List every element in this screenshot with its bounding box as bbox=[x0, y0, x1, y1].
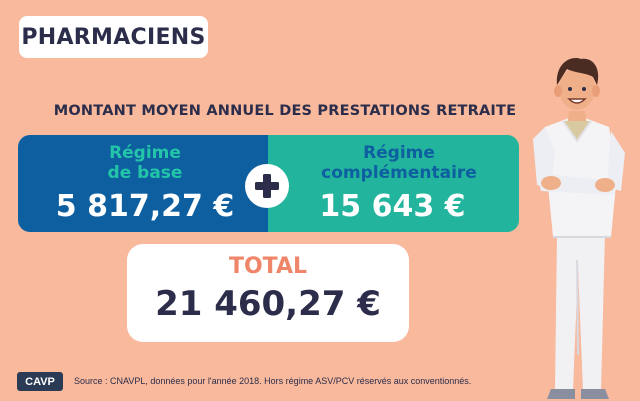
source-note: Source : CNAVPL, données pour l'année 20… bbox=[74, 376, 472, 386]
pharmacist-illustration bbox=[533, 58, 625, 399]
plus-icon bbox=[245, 164, 289, 208]
cavp-logo-text: CAVP bbox=[25, 375, 55, 388]
regime-complementaire-label-line1: Régime bbox=[363, 143, 435, 163]
total-box bbox=[127, 244, 409, 342]
regime-complementaire-box bbox=[268, 135, 519, 232]
regime-base-label: Régime de base bbox=[75, 143, 215, 183]
regime-base-label-line1: Régime bbox=[109, 143, 181, 163]
regime-complementaire-label-line2: complémentaire bbox=[321, 163, 477, 183]
total-amount: 21 460,27 € bbox=[155, 284, 381, 324]
profession-badge: PHARMACIENS bbox=[19, 16, 208, 58]
profession-title: PHARMACIENS bbox=[21, 24, 206, 50]
regime-base-box bbox=[18, 135, 280, 232]
regime-complementaire-amount: 15 643 € bbox=[319, 189, 466, 224]
total-label: TOTAL bbox=[228, 254, 308, 279]
regime-base-label-line2: de base bbox=[107, 163, 183, 183]
cavp-logo: CAVP bbox=[17, 372, 63, 391]
regime-complementaire-label: Régime complémentaire bbox=[304, 143, 494, 183]
regime-base-amount: 5 817,27 € bbox=[55, 189, 235, 224]
infographic-subtitle: MONTANT MOYEN ANNUEL DES PRESTATIONS RET… bbox=[53, 103, 517, 119]
